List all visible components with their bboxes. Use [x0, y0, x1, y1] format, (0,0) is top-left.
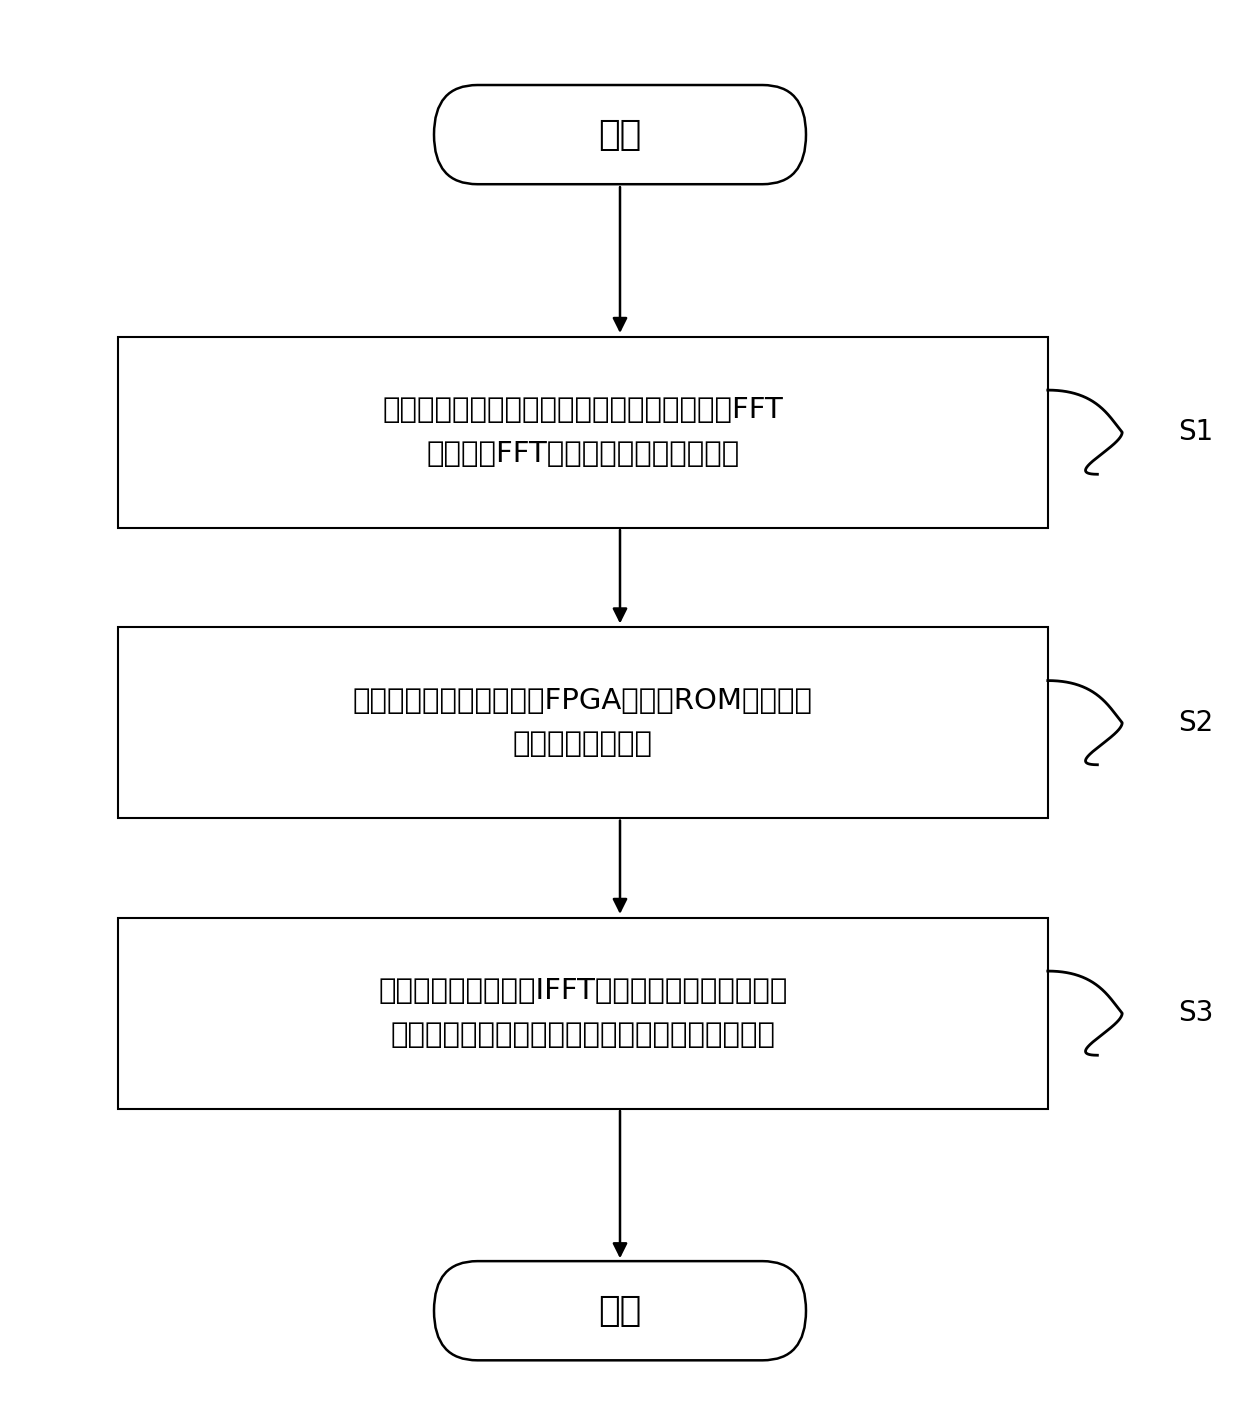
FancyBboxPatch shape [434, 1261, 806, 1360]
FancyBboxPatch shape [118, 337, 1048, 529]
Text: 将采集后的脉冲回波信号，经过下变频传送至FFT
模块进行FFT处理，得到两路频域信号: 将采集后的脉冲回波信号，经过下变频传送至FFT 模块进行FFT处理，得到两路频域… [382, 397, 784, 468]
Text: S3: S3 [1178, 999, 1214, 1027]
FancyBboxPatch shape [434, 85, 806, 184]
Text: 将相乘之后的结果经IFFT变换至两路时域信号，再
将两路时域信号合成一路，从而完成频域脉冲压缩: 将相乘之后的结果经IFFT变换至两路时域信号，再 将两路时域信号合成一路，从而完… [378, 978, 787, 1049]
FancyBboxPatch shape [118, 626, 1048, 818]
Text: 将得到的两路频域信号与FPGA芯片内ROM中存储的
样本分别共轭相乘: 将得到的两路频域信号与FPGA芯片内ROM中存储的 样本分别共轭相乘 [353, 687, 812, 758]
Text: S2: S2 [1178, 708, 1213, 737]
Text: 结束: 结束 [599, 1294, 641, 1328]
FancyBboxPatch shape [118, 918, 1048, 1108]
Text: S1: S1 [1178, 418, 1213, 446]
Text: 开始: 开始 [599, 118, 641, 152]
